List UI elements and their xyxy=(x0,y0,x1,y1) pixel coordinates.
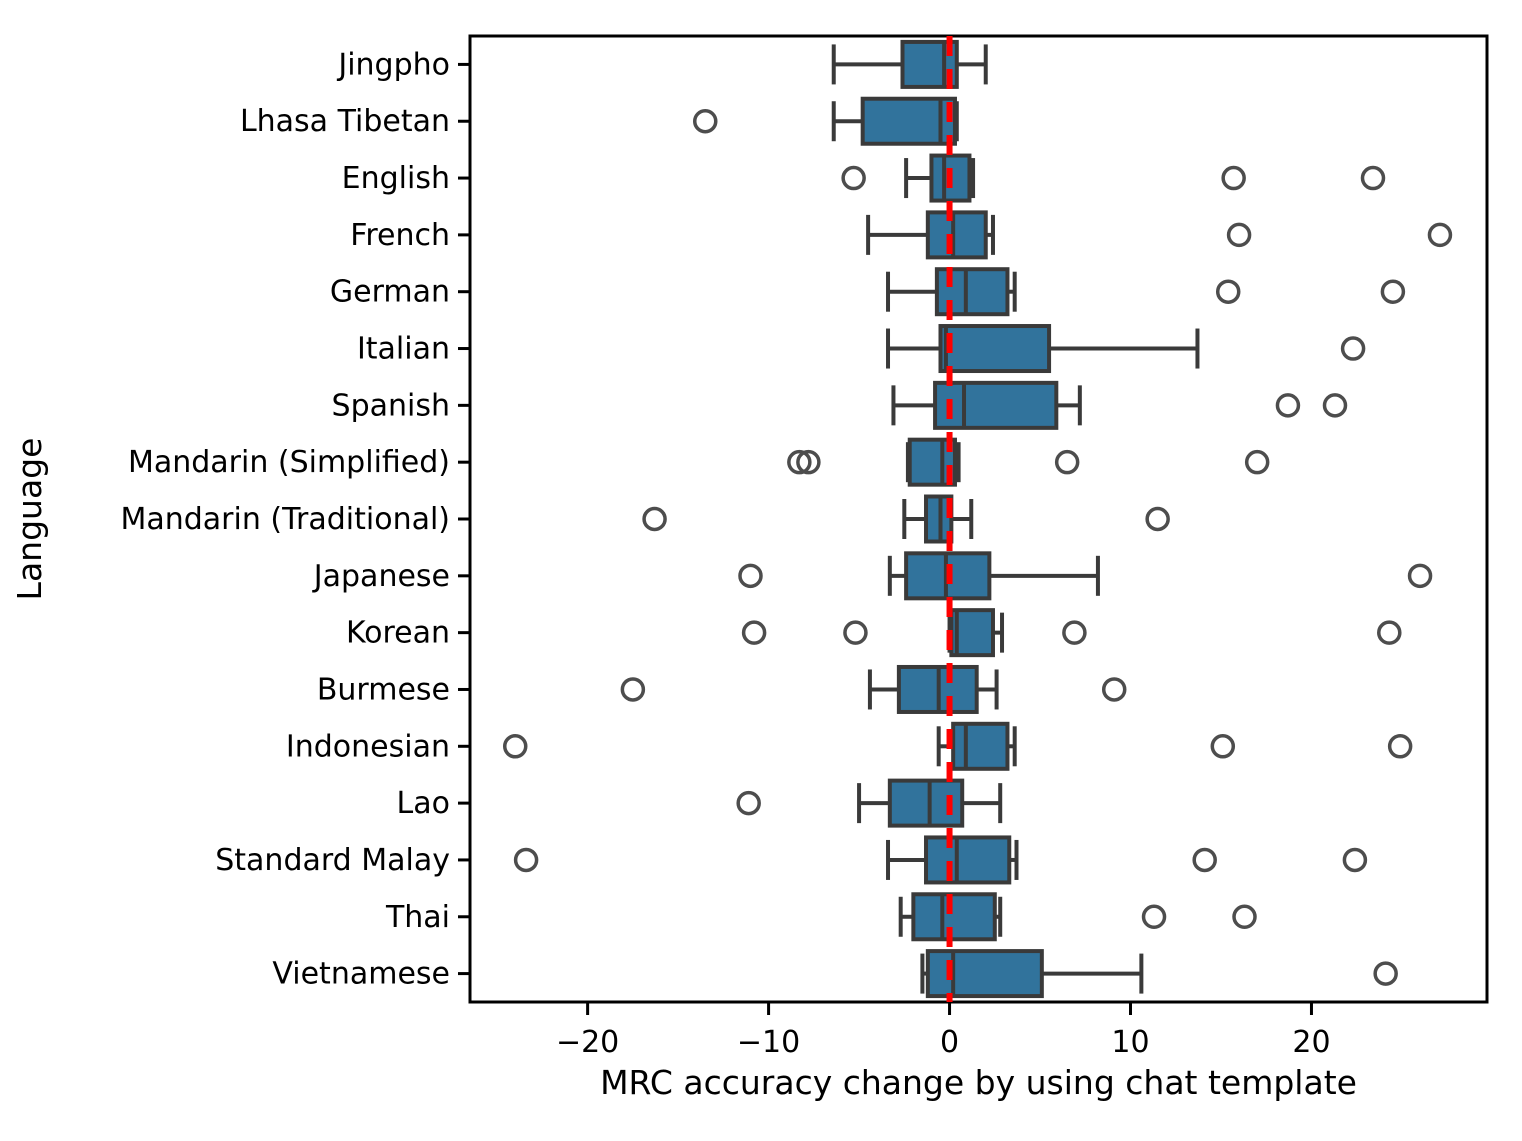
outlier-point xyxy=(1407,563,1433,589)
y-tick-label-mandarin-simplified: Mandarin (Simplified) xyxy=(128,445,450,480)
outlier-point xyxy=(502,734,528,759)
outlier-point xyxy=(1360,165,1386,191)
y-tick-label-french: French xyxy=(350,218,450,253)
outlier-point xyxy=(841,165,866,191)
outlier-point xyxy=(1145,506,1170,532)
outlier-point xyxy=(1232,904,1257,930)
outlier-point xyxy=(1141,904,1167,930)
outlier-point xyxy=(1387,734,1413,759)
outlier-point xyxy=(1373,961,1398,986)
y-tick-label-english: English xyxy=(342,161,450,196)
outlier-point xyxy=(1340,336,1366,361)
outlier-point xyxy=(1215,279,1241,304)
x-tick-label: 20 xyxy=(1292,1025,1330,1060)
outlier-point xyxy=(1342,847,1368,873)
x-tick-label: 0 xyxy=(940,1025,959,1060)
outlier-point xyxy=(1244,449,1270,475)
y-tick-label-mandarin-traditional: Mandarin (Traditional) xyxy=(120,502,450,537)
outlier-point xyxy=(1226,222,1252,248)
outlier-point xyxy=(1192,847,1217,873)
y-tick-label-spanish: Spanish xyxy=(332,388,450,423)
box-spanish xyxy=(933,380,1059,430)
y-tick-label-japanese: Japanese xyxy=(312,559,450,594)
outlier-point xyxy=(1221,165,1246,191)
y-tick-label-italian: Italian xyxy=(357,332,450,367)
outlier-point xyxy=(1377,620,1402,645)
outlier-point xyxy=(1322,393,1348,418)
y-tick-label-lao: Lao xyxy=(397,786,450,821)
outlier-point xyxy=(738,563,763,589)
outlier-point xyxy=(1380,279,1406,304)
outlier-point xyxy=(513,847,539,873)
x-tick-label: −20 xyxy=(556,1025,619,1060)
outlier-point xyxy=(1101,677,1127,702)
box-indonesian xyxy=(951,721,1010,771)
outlier-point xyxy=(1062,620,1087,645)
y-tick-label-jingpho: Jingpho xyxy=(336,47,450,82)
outlier-point xyxy=(1210,734,1236,759)
y-tick-label-vietnamese: Vietnamese xyxy=(272,957,450,992)
box-thai xyxy=(911,892,997,942)
y-tick-label-thai: Thai xyxy=(385,900,450,935)
outlier-point xyxy=(796,449,821,475)
outlier-point xyxy=(642,506,667,532)
box-vietnamese xyxy=(925,949,1044,999)
outlier-point xyxy=(1275,393,1301,418)
outlier-point xyxy=(736,790,761,816)
outlier-point xyxy=(620,677,646,702)
box-italian xyxy=(938,324,1052,374)
outlier-point xyxy=(741,620,767,645)
y-tick-label-burmese: Burmese xyxy=(317,672,450,707)
outlier-point xyxy=(692,108,718,134)
y-tick-label-standard-malay: Standard Malay xyxy=(215,843,450,878)
y-tick-label-korean: Korean xyxy=(346,616,450,651)
outlier-point xyxy=(1054,449,1080,475)
box-standard-malay xyxy=(924,835,1012,885)
outlier-point xyxy=(1427,222,1453,248)
y-tick-label-german: German xyxy=(330,275,450,310)
x-tick-label: 10 xyxy=(1111,1025,1149,1060)
box-french xyxy=(925,210,988,260)
x-axis-label: MRC accuracy change by using chat templa… xyxy=(600,1063,1357,1102)
outlier-point xyxy=(843,620,868,645)
y-tick-label-indonesian: Indonesian xyxy=(286,729,450,764)
outlier-point xyxy=(787,449,812,475)
y-tick-label-lhasa-tibetan: Lhasa Tibetan xyxy=(240,104,450,139)
x-tick-label: −10 xyxy=(737,1025,800,1060)
